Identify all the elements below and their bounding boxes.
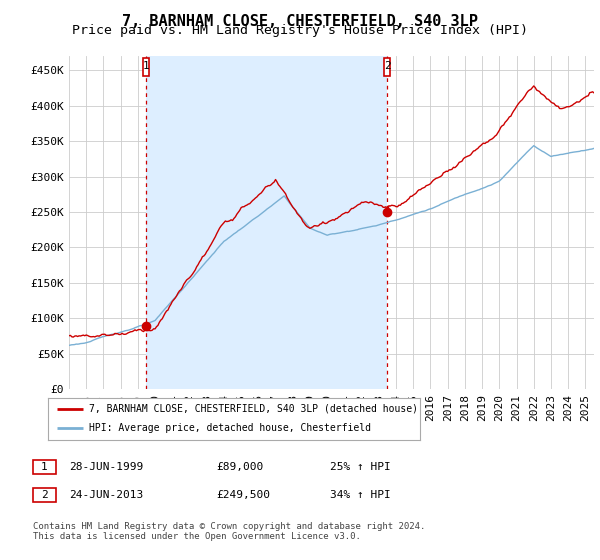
- Text: 1: 1: [143, 61, 149, 71]
- Bar: [146, 56, 387, 389]
- Text: Contains HM Land Registry data © Crown copyright and database right 2024.
This d: Contains HM Land Registry data © Crown c…: [33, 522, 425, 542]
- Text: 7, BARNHAM CLOSE, CHESTERFIELD, S40 3LP: 7, BARNHAM CLOSE, CHESTERFIELD, S40 3LP: [122, 14, 478, 29]
- Text: 1: 1: [41, 462, 48, 472]
- Text: 34% ↑ HPI: 34% ↑ HPI: [330, 490, 391, 500]
- Text: 2: 2: [41, 490, 48, 500]
- Text: 2: 2: [384, 61, 391, 71]
- Text: 28-JUN-1999: 28-JUN-1999: [69, 462, 143, 472]
- Text: £89,000: £89,000: [216, 462, 263, 472]
- Text: 7, BARNHAM CLOSE, CHESTERFIELD, S40 3LP (detached house): 7, BARNHAM CLOSE, CHESTERFIELD, S40 3LP …: [89, 404, 418, 414]
- Text: Price paid vs. HM Land Registry's House Price Index (HPI): Price paid vs. HM Land Registry's House …: [72, 24, 528, 37]
- FancyBboxPatch shape: [143, 58, 149, 76]
- Text: £249,500: £249,500: [216, 490, 270, 500]
- FancyBboxPatch shape: [384, 58, 390, 76]
- Text: HPI: Average price, detached house, Chesterfield: HPI: Average price, detached house, Ches…: [89, 423, 371, 433]
- Text: 25% ↑ HPI: 25% ↑ HPI: [330, 462, 391, 472]
- Text: 24-JUN-2013: 24-JUN-2013: [69, 490, 143, 500]
